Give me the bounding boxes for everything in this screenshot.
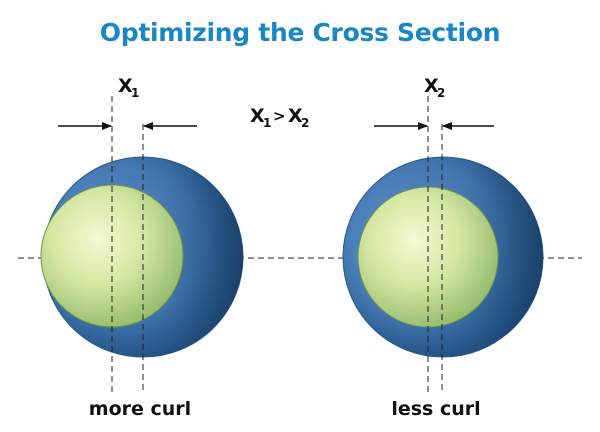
right-cross-section: [342, 156, 544, 358]
comparison-left-x: X: [250, 105, 265, 127]
comparison-right-subscript: 2: [301, 116, 309, 130]
comparison-operator: >: [273, 107, 286, 125]
comparison-label: X 1 > X 2: [250, 105, 309, 130]
left-x-subscript: 1: [131, 86, 139, 100]
left-caption: more curl: [88, 398, 192, 420]
left-x-label: X: [118, 75, 133, 97]
right-caption: less curl: [391, 398, 481, 420]
comparison-right-x: X: [288, 105, 303, 127]
left-cross-section: [40, 156, 244, 358]
right-x-label: X: [424, 75, 439, 97]
comparison-left-subscript: 1: [263, 116, 271, 130]
right-x-subscript: 2: [437, 86, 445, 100]
diagram-title: Optimizing the Cross Section: [99, 18, 501, 47]
